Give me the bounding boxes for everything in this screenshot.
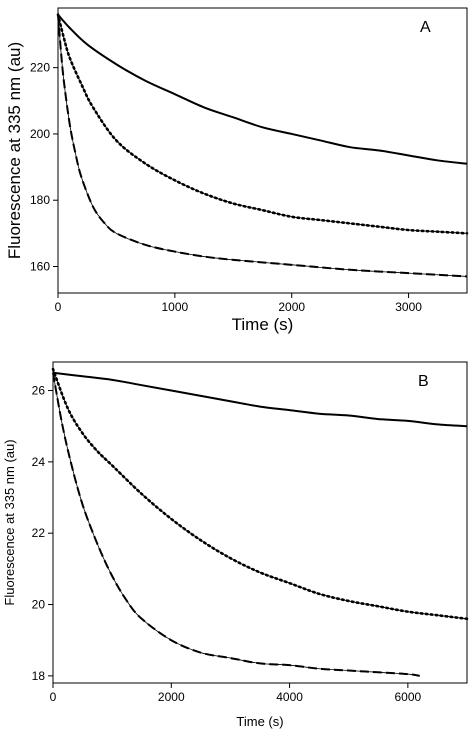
series-line-a-dotted [56,13,469,235]
x-axis-title-b: Time (s) [236,714,283,729]
panel-letter-a: A [420,19,431,36]
y-tick-label-a: 160 [30,259,50,273]
y-tick-label-b: 22 [32,526,46,540]
series-line-a-solid [57,13,468,165]
x-tick-label-b: 2000 [158,690,185,704]
y-tick-label-b: 20 [32,598,46,612]
panel-letter-b: B [418,373,429,390]
x-tick-label-a: 0 [55,300,62,314]
series-line-b-dashed [52,372,420,677]
fit-curve-a-solid [57,14,468,165]
fit-curve-a-dotted [57,14,468,234]
y-axis-title-a: Fluorescence at 335 nm (au) [5,42,24,259]
x-tick-label-a: 1000 [162,300,189,314]
y-tick-label-b: 18 [32,669,46,683]
x-tick-label-b: 4000 [276,690,303,704]
series-line-b-dotted [51,367,469,621]
fit-curve-a-dashed [57,14,468,277]
chart-panel-b: 0 2000 4000 6000 18 20 22 24 26 Time (s) Fluoresce… [2,361,469,729]
y-tick-label-a: 200 [30,127,50,141]
y-tick-label-b: 26 [32,384,46,398]
x-axis-title-a: Time (s) [232,315,294,334]
chart-panel-a: 0 1000 2000 3000 160 180 200 220 Time (s) Fluores… [5,7,469,334]
x-tick-label-a: 3000 [395,300,422,314]
series-line-b-solid [52,371,468,428]
plot-frame-b [52,361,468,684]
x-tick-label-b: 0 [50,690,57,704]
y-axis-title-b: Fluorescence at 335 nm (au) [2,439,17,605]
y-tick-label-a: 180 [30,193,50,207]
y-tick-label-a: 220 [30,61,50,75]
x-tick-label-b: 6000 [395,690,422,704]
plot-frame-a [57,7,468,294]
series-line-a-dashed [57,14,468,278]
x-tick-label-a: 2000 [278,300,305,314]
y-tick-label-b: 24 [32,455,46,469]
